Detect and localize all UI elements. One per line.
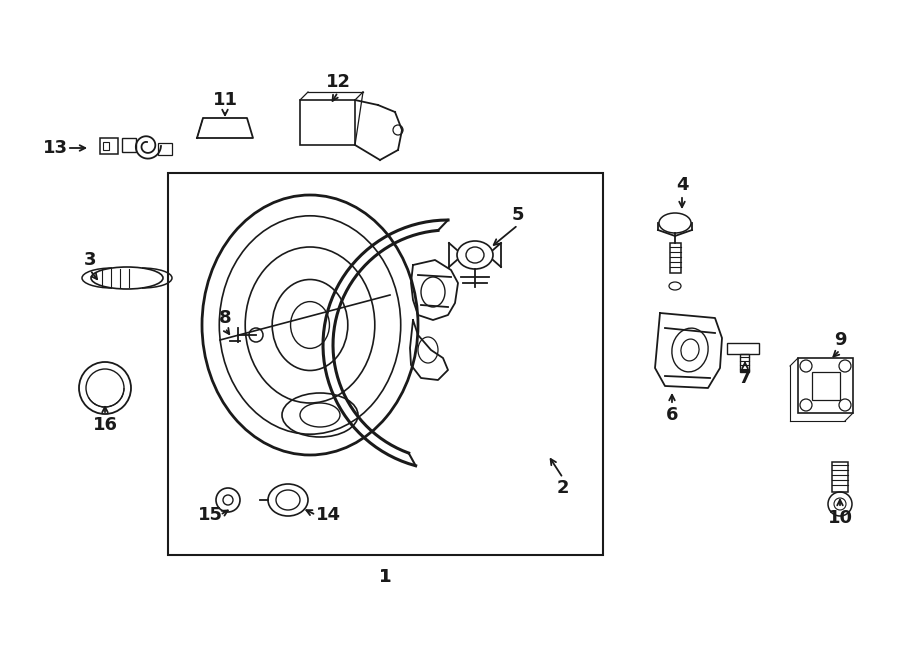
Bar bbox=[670, 243, 681, 273]
Text: 6: 6 bbox=[666, 406, 679, 424]
Text: 13: 13 bbox=[42, 139, 68, 157]
Text: 1: 1 bbox=[379, 568, 392, 586]
Text: 11: 11 bbox=[212, 91, 238, 109]
Bar bbox=[122, 138, 136, 152]
Text: 2: 2 bbox=[557, 479, 569, 497]
Text: 12: 12 bbox=[326, 73, 350, 91]
Bar bbox=[740, 354, 749, 372]
Bar bbox=[100, 138, 118, 154]
Bar bbox=[727, 343, 759, 354]
Bar bbox=[103, 142, 109, 150]
Text: 10: 10 bbox=[827, 509, 852, 527]
Text: 15: 15 bbox=[197, 506, 222, 524]
Text: 4: 4 bbox=[676, 176, 688, 194]
Text: 7: 7 bbox=[739, 369, 752, 387]
Text: 16: 16 bbox=[93, 416, 118, 434]
Text: 3: 3 bbox=[84, 251, 96, 269]
Text: 8: 8 bbox=[219, 309, 231, 327]
Bar bbox=[300, 100, 355, 145]
Bar bbox=[168, 173, 603, 555]
Text: 9: 9 bbox=[833, 331, 846, 349]
Bar bbox=[798, 358, 853, 413]
Text: 5: 5 bbox=[512, 206, 524, 224]
Text: 14: 14 bbox=[316, 506, 340, 524]
Text: 1: 1 bbox=[379, 568, 392, 586]
Bar bbox=[812, 372, 840, 400]
Bar bbox=[158, 143, 172, 155]
Bar bbox=[832, 462, 848, 492]
